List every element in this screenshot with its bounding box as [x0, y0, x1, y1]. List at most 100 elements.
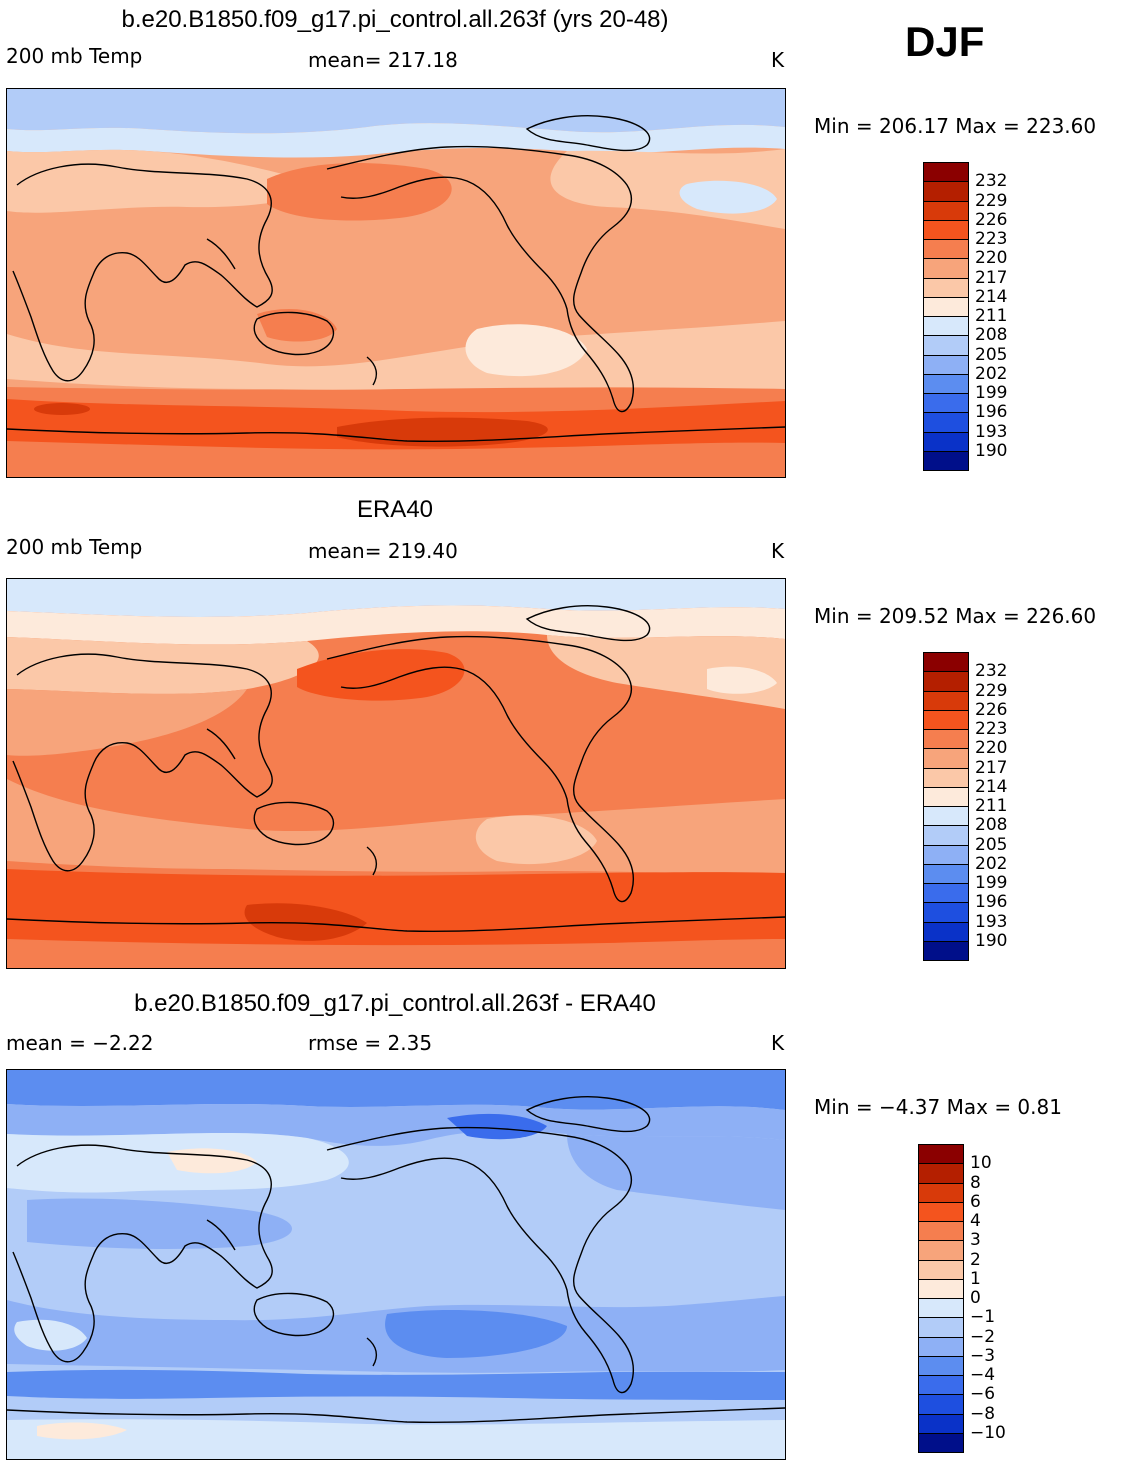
panel-1-left-label: 200 mb Temp: [6, 44, 143, 68]
colorbar-swatch: [923, 296, 969, 317]
colorbar-swatch: [923, 239, 969, 260]
colorbar-swatch: [923, 393, 969, 414]
panel-2-map: [6, 578, 786, 969]
panel-2-stat-label: mean= 219.40: [308, 539, 458, 563]
colorbar-tick-label: 8: [970, 1172, 981, 1193]
colorbar-tick-label: 4: [970, 1211, 981, 1231]
colorbar-swatch: [923, 412, 969, 433]
colorbar-swatch: [923, 450, 969, 471]
panel-1-map: [6, 88, 786, 478]
colorbar-swatch: [923, 940, 969, 961]
colorbar-tick-label: 2: [970, 1249, 981, 1270]
colorbar-swatch: [923, 316, 969, 337]
colorbar-tick-label: 226: [975, 209, 1008, 230]
colorbar-swatch: [918, 1259, 964, 1280]
panel-2-minmax: Min = 209.52 Max = 226.60: [814, 604, 1097, 628]
colorbar-swatch: [918, 1201, 964, 1222]
panel-3-units: K: [771, 1031, 785, 1055]
colorbar-swatch: [918, 1182, 964, 1203]
panel-1-title: b.e20.B1850.f09_g17.pi_control.all.263f …: [121, 6, 669, 33]
colorbar-tick-label: 211: [975, 306, 1008, 326]
panel-2-units: K: [771, 539, 785, 563]
colorbar-swatch: [923, 786, 969, 807]
panel-3-left-label: mean = −2.22: [6, 1031, 154, 1055]
colorbar-swatch: [923, 690, 969, 711]
colorbar-swatch: [918, 1413, 964, 1434]
panel-1-stat-label: mean= 217.18: [308, 48, 458, 72]
colorbar-swatch: [923, 863, 969, 884]
colorbar-tick-label: −1: [970, 1307, 996, 1328]
colorbar-swatch: [918, 1240, 964, 1261]
colorbar-tick-label: 232: [975, 171, 1008, 192]
colorbar-swatch: [918, 1298, 964, 1319]
colorbar-tick-label: 199: [975, 383, 1008, 403]
colorbar-swatch: [923, 335, 969, 356]
colorbar-tick-label: 220: [975, 248, 1008, 269]
panel-3-stat-label: rmse = 2.35: [308, 1031, 433, 1055]
colorbar-swatch: [923, 277, 969, 298]
colorbar-tick-label: 223: [975, 229, 1008, 249]
colorbar-tick-label: −6: [970, 1384, 996, 1405]
colorbar-tick-label: 214: [975, 776, 1008, 797]
colorbar-tick-label: 217: [975, 267, 1008, 288]
colorbar-tick-label: 193: [975, 421, 1008, 442]
colorbar-tick-label: 202: [975, 363, 1008, 384]
colorbar-tick-label: 229: [975, 190, 1008, 211]
panel-1-minmax: Min = 206.17 Max = 223.60: [814, 114, 1097, 138]
season-label: DJF: [905, 18, 985, 65]
panel-3-colorbar: 10 8 6 4 3 2 1 0 −1 −2 −3 −4 −6 −8 −10: [918, 1144, 1006, 1453]
colorbar-swatch: [918, 1432, 964, 1453]
colorbar-swatch: [923, 354, 969, 375]
colorbar-swatch: [923, 200, 969, 221]
panel-2-title: ERA40: [356, 496, 434, 523]
colorbar-tick-label: 220: [975, 738, 1008, 759]
colorbar-tick-label: −4: [970, 1365, 996, 1385]
panel-3-title: b.e20.B1850.f09_g17.pi_control.all.263f …: [134, 990, 656, 1017]
colorbar-tick-label: −10: [970, 1422, 1006, 1443]
colorbar-swatch: [918, 1317, 964, 1338]
colorbar-tick-label: 196: [975, 892, 1008, 913]
colorbar-swatch: [923, 671, 969, 692]
panel-3-map-svg: [7, 1070, 785, 1459]
colorbar-tick-label: −3: [970, 1345, 996, 1366]
colorbar-swatch: [923, 181, 969, 202]
panel-1-map-svg: [7, 89, 785, 477]
colorbar-tick-label: 1: [970, 1268, 981, 1289]
colorbar-tick-label: 208: [975, 815, 1008, 836]
colorbar-swatch: [923, 258, 969, 279]
colorbar-swatch: [923, 748, 969, 769]
colorbar-swatch: [923, 844, 969, 865]
colorbar-swatch: [923, 652, 969, 673]
colorbar-swatch: [923, 709, 969, 730]
colorbar-tick-label: 0: [970, 1288, 981, 1308]
colorbar-swatch: [923, 162, 969, 183]
panel-3-map: [6, 1069, 786, 1460]
colorbar-tick-label: 190: [975, 930, 1008, 951]
colorbar-swatch: [923, 767, 969, 788]
panel-2-map-svg: [7, 579, 785, 968]
panel-1-units: K: [771, 48, 785, 72]
colorbar-tick-label: 6: [970, 1191, 981, 1212]
colorbar-tick-label: 229: [975, 680, 1008, 701]
colorbar-tick-label: 214: [975, 286, 1008, 307]
colorbar-swatch: [923, 431, 969, 452]
colorbar-tick-label: 10: [970, 1153, 992, 1174]
colorbar-tick-label: 211: [975, 796, 1008, 816]
colorbar-tick-label: 232: [975, 661, 1008, 682]
colorbar-swatch: [918, 1375, 964, 1396]
colorbar-swatch: [918, 1278, 964, 1299]
colorbar-tick-label: 193: [975, 911, 1008, 932]
panel-1-colorbar: 232 229 226 223 220 217 214 211 208 205 202 199 196 1…: [923, 162, 1007, 471]
colorbar-tick-label: 3: [970, 1230, 981, 1251]
colorbar-tick-label: 205: [975, 344, 1008, 365]
panel-2-colorbar: 232 229 226 223 220 217 214 211 208 205 202 199 196 1…: [923, 652, 1007, 961]
colorbar-tick-label: 208: [975, 325, 1008, 346]
colorbar-swatch: [918, 1394, 964, 1415]
colorbar-tick-label: −2: [970, 1326, 996, 1347]
colorbar-tick-label: 217: [975, 757, 1008, 778]
colorbar-tick-label: 205: [975, 834, 1008, 855]
colorbar-swatch: [923, 219, 969, 240]
colorbar-swatch: [923, 883, 969, 904]
colorbar-tick-label: 202: [975, 853, 1008, 874]
colorbar-swatch: [918, 1144, 964, 1165]
